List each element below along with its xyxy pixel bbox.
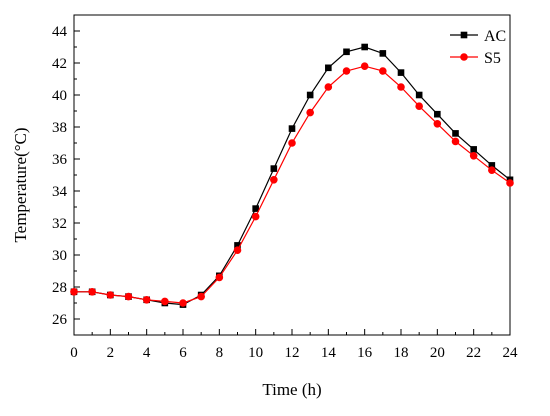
data-point-s5	[343, 67, 351, 75]
data-point-s5	[415, 102, 423, 110]
data-point-s5	[270, 176, 278, 184]
x-tick-label: 8	[216, 345, 224, 361]
x-tick-label: 10	[248, 345, 263, 361]
data-point-ac	[398, 69, 405, 76]
data-point-ac	[289, 125, 296, 132]
data-point-s5	[216, 274, 224, 282]
plot-area: 0 2 4 6 8 10 12 14 16 18 20 22 242628303234363840424…	[52, 15, 518, 361]
data-point-s5	[107, 291, 115, 299]
y-axis-title: Temperature(°C)	[11, 127, 30, 242]
data-point-ac	[307, 92, 314, 99]
data-point-s5	[70, 288, 78, 296]
data-point-s5	[252, 213, 260, 221]
x-tick-label: 24	[503, 345, 519, 361]
x-tick-label: 22	[466, 345, 481, 361]
series-line-ac	[74, 47, 510, 305]
y-tick-label: 34	[52, 184, 68, 200]
data-point-s5	[197, 293, 205, 301]
data-point-ac	[380, 50, 387, 57]
y-tick-label: 28	[52, 280, 67, 296]
data-point-s5	[506, 179, 514, 187]
legend-marker-ac	[461, 32, 468, 39]
data-point-s5	[397, 83, 405, 91]
y-tick-label: 26	[52, 312, 68, 328]
data-point-s5	[434, 120, 442, 128]
data-point-s5	[325, 83, 333, 91]
data-point-ac	[416, 92, 423, 99]
y-tick-label: 40	[52, 88, 67, 104]
x-tick-label: 0	[70, 345, 78, 361]
data-point-ac	[434, 111, 441, 118]
data-point-s5	[161, 298, 169, 306]
data-point-ac	[271, 165, 278, 172]
y-tick-label: 30	[52, 248, 67, 264]
data-point-s5	[179, 299, 187, 307]
x-tick-label: 2	[107, 345, 115, 361]
data-point-s5	[306, 109, 314, 117]
data-point-s5	[125, 293, 133, 301]
x-tick-label: 18	[394, 345, 409, 361]
x-axis-title: Time (h)	[262, 380, 321, 399]
x-tick-label: 20	[430, 345, 445, 361]
data-point-ac	[343, 49, 350, 56]
data-point-s5	[452, 138, 460, 146]
data-point-s5	[143, 296, 151, 304]
legend: AC S5	[450, 28, 506, 67]
x-tick-label: 12	[285, 345, 300, 361]
y-tick-label: 42	[52, 56, 67, 72]
y-tick-label: 32	[52, 216, 67, 232]
y-tick-label: 44	[52, 24, 68, 40]
legend-marker-s5	[460, 53, 468, 61]
legend-label-ac: AC	[484, 28, 506, 45]
data-point-s5	[288, 139, 296, 147]
data-point-s5	[488, 166, 496, 174]
x-tick-label: 14	[321, 345, 337, 361]
data-point-s5	[361, 62, 369, 70]
plot-frame	[74, 15, 510, 335]
data-point-ac	[325, 65, 332, 72]
x-tick-label: 4	[143, 345, 151, 361]
data-point-s5	[379, 67, 387, 75]
x-tick-label: 6	[179, 345, 187, 361]
series-line-s5	[74, 66, 510, 303]
data-point-s5	[88, 288, 96, 296]
x-tick-label: 16	[357, 345, 373, 361]
data-point-s5	[234, 246, 242, 254]
y-tick-label: 36	[52, 152, 68, 168]
legend-label-s5: S5	[484, 50, 501, 67]
y-tick-label: 38	[52, 120, 67, 136]
data-point-ac	[452, 130, 459, 137]
data-point-ac	[470, 146, 477, 153]
data-point-s5	[470, 152, 478, 160]
data-point-ac	[361, 44, 368, 51]
